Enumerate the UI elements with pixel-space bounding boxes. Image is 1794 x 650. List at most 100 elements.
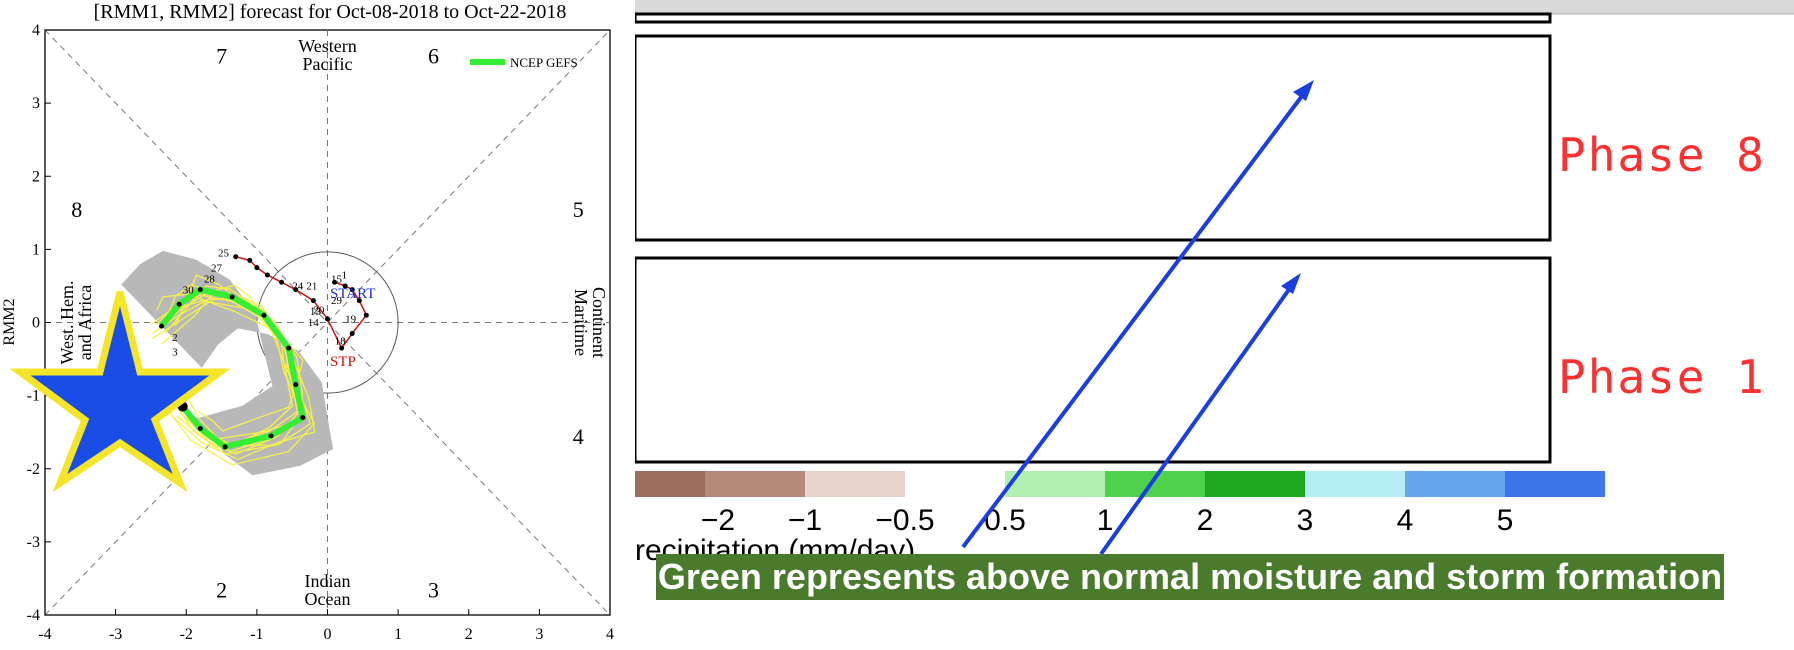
rmm-y-axis-label: RMM2 bbox=[1, 298, 18, 345]
y-tick-label: 1 bbox=[32, 241, 40, 258]
arrow-to-phase-1 bbox=[1099, 279, 1297, 556]
series-point bbox=[286, 345, 292, 351]
series-point bbox=[229, 294, 235, 300]
rmm-phase-diagram: [RMM1, RMM2] forecast for Oct-08-2018 to… bbox=[0, 0, 635, 645]
point-label: 29 bbox=[331, 295, 343, 307]
series-point bbox=[300, 415, 306, 421]
series-point bbox=[332, 279, 338, 285]
colorbar-tick-label: 3 bbox=[1297, 504, 1314, 537]
colorbar-segment bbox=[1405, 471, 1505, 497]
series-point bbox=[268, 433, 274, 439]
x-tick-label: 3 bbox=[535, 626, 543, 643]
y-tick-label: 2 bbox=[32, 168, 40, 185]
series-point bbox=[261, 312, 267, 318]
arrow-head-phase-1 bbox=[1281, 273, 1301, 294]
region-label-top: Pacific bbox=[303, 54, 353, 74]
series-point bbox=[197, 287, 203, 293]
precipitation-composite: −2 −1 −0.5 0.5 1 2 3 4 5 Precipitation (mm/day) bbox=[615, 0, 1794, 645]
x-tick-label: 0 bbox=[324, 626, 332, 643]
series-point bbox=[293, 382, 299, 388]
series-point bbox=[233, 254, 239, 260]
y-tick-label: 3 bbox=[32, 95, 40, 112]
x-tick-label: 4 bbox=[606, 626, 614, 643]
point-label: 21 bbox=[306, 281, 317, 293]
phase-8-map bbox=[633, 34, 1552, 242]
point-label: 1 bbox=[342, 270, 348, 282]
stop-label: STP bbox=[330, 354, 356, 370]
series-point bbox=[254, 265, 260, 271]
region-label-left: West. Hem. bbox=[57, 280, 77, 364]
rmm-phase-chart: [RMM1, RMM2] forecast for Oct-08-2018 to… bbox=[1, 1, 614, 643]
phase-number-7: 7 bbox=[216, 44, 227, 69]
arrow-head-phase-8 bbox=[1293, 80, 1314, 101]
point-label: 28 bbox=[204, 273, 216, 285]
colorbar-segment bbox=[1505, 471, 1605, 497]
point-label: 3 bbox=[172, 346, 178, 358]
series-point bbox=[349, 287, 355, 293]
colorbar-tick-label: 2 bbox=[1197, 504, 1214, 537]
colorbar-tick-label: −0.5 bbox=[875, 504, 934, 537]
legend-label: NCEP GEFS bbox=[510, 55, 578, 70]
series-point bbox=[310, 298, 316, 304]
region-label-left: and Africa bbox=[75, 285, 95, 360]
star-icon bbox=[9, 291, 231, 493]
phase-number-3: 3 bbox=[428, 577, 439, 602]
phase-8-label: Phase 8 bbox=[1558, 128, 1766, 182]
y-tick-label: -1 bbox=[27, 388, 40, 405]
arrow-to-phase-8 bbox=[961, 86, 1310, 549]
point-label: 15 bbox=[331, 273, 343, 285]
point-label: 25 bbox=[218, 248, 230, 260]
series-point bbox=[279, 279, 285, 285]
precip-colorbar-ticks: −2 −1 −0.5 0.5 1 2 3 4 5 bbox=[701, 504, 1513, 537]
y-tick-label: 0 bbox=[32, 315, 40, 332]
x-tick-label: -2 bbox=[180, 626, 193, 643]
colorbar-tick-label: −1 bbox=[788, 504, 822, 537]
precipitation-maps: −2 −1 −0.5 0.5 1 2 3 4 5 Precipitation (mm/day) bbox=[615, 0, 1794, 567]
point-label: 20 bbox=[313, 305, 325, 317]
point-label: 2 bbox=[172, 332, 178, 344]
colorbar-segment bbox=[1305, 471, 1405, 497]
phase-1-label: Phase 1 bbox=[1558, 350, 1766, 404]
point-label: 19 bbox=[345, 314, 357, 326]
forecast-point-labels: 1236713141518192021242527282930 bbox=[172, 248, 357, 410]
x-tick-label: -4 bbox=[38, 626, 51, 643]
series-point bbox=[325, 316, 330, 322]
region-label-bottom: Indian bbox=[305, 571, 351, 591]
series-point bbox=[222, 444, 228, 450]
x-tick-label: 2 bbox=[465, 626, 473, 643]
phase-8-map-frame bbox=[633, 34, 1552, 242]
phase-number-4: 4 bbox=[573, 424, 584, 449]
colorbar-segment bbox=[905, 471, 1005, 497]
point-label: 18 bbox=[335, 335, 347, 347]
x-tick-label: -3 bbox=[109, 626, 122, 643]
caption-banner: Green represents above normal moisture a… bbox=[656, 554, 1724, 600]
colorbar-tick-label: 1 bbox=[1097, 504, 1114, 537]
rmm-legend: NCEP GEFS bbox=[470, 55, 578, 70]
region-label-right: Continent bbox=[589, 287, 609, 358]
colorbar-segment bbox=[635, 471, 705, 497]
window-toolbar bbox=[635, 0, 1794, 14]
y-tick-label: -2 bbox=[27, 461, 40, 478]
region-label-right: Maritime bbox=[571, 289, 591, 356]
phase-1-map-frame bbox=[633, 256, 1552, 464]
rmm-phase-numbers: 2 3 4 5 6 7 8 bbox=[71, 44, 583, 603]
series-point bbox=[159, 323, 165, 329]
rmm-chart-title: [RMM1, RMM2] forecast for Oct-08-2018 to… bbox=[94, 1, 567, 23]
panel-above-stub bbox=[633, 12, 1552, 24]
y-tick-label: -3 bbox=[27, 534, 40, 551]
point-label: 30 bbox=[183, 284, 195, 296]
region-label-bottom: Ocean bbox=[305, 589, 351, 609]
series-point bbox=[356, 298, 362, 304]
x-tick-label: -1 bbox=[250, 626, 263, 643]
x-tick-label: 1 bbox=[394, 626, 402, 643]
colorbar-segment bbox=[1005, 471, 1105, 497]
series-point bbox=[293, 287, 299, 293]
series-point bbox=[342, 283, 348, 289]
colorbar-segment bbox=[705, 471, 805, 497]
start-label: START bbox=[330, 286, 375, 302]
precip-colorbar bbox=[635, 471, 1605, 497]
point-label: 24 bbox=[292, 281, 304, 293]
point-label: 27 bbox=[211, 262, 223, 274]
series-point bbox=[339, 345, 345, 351]
